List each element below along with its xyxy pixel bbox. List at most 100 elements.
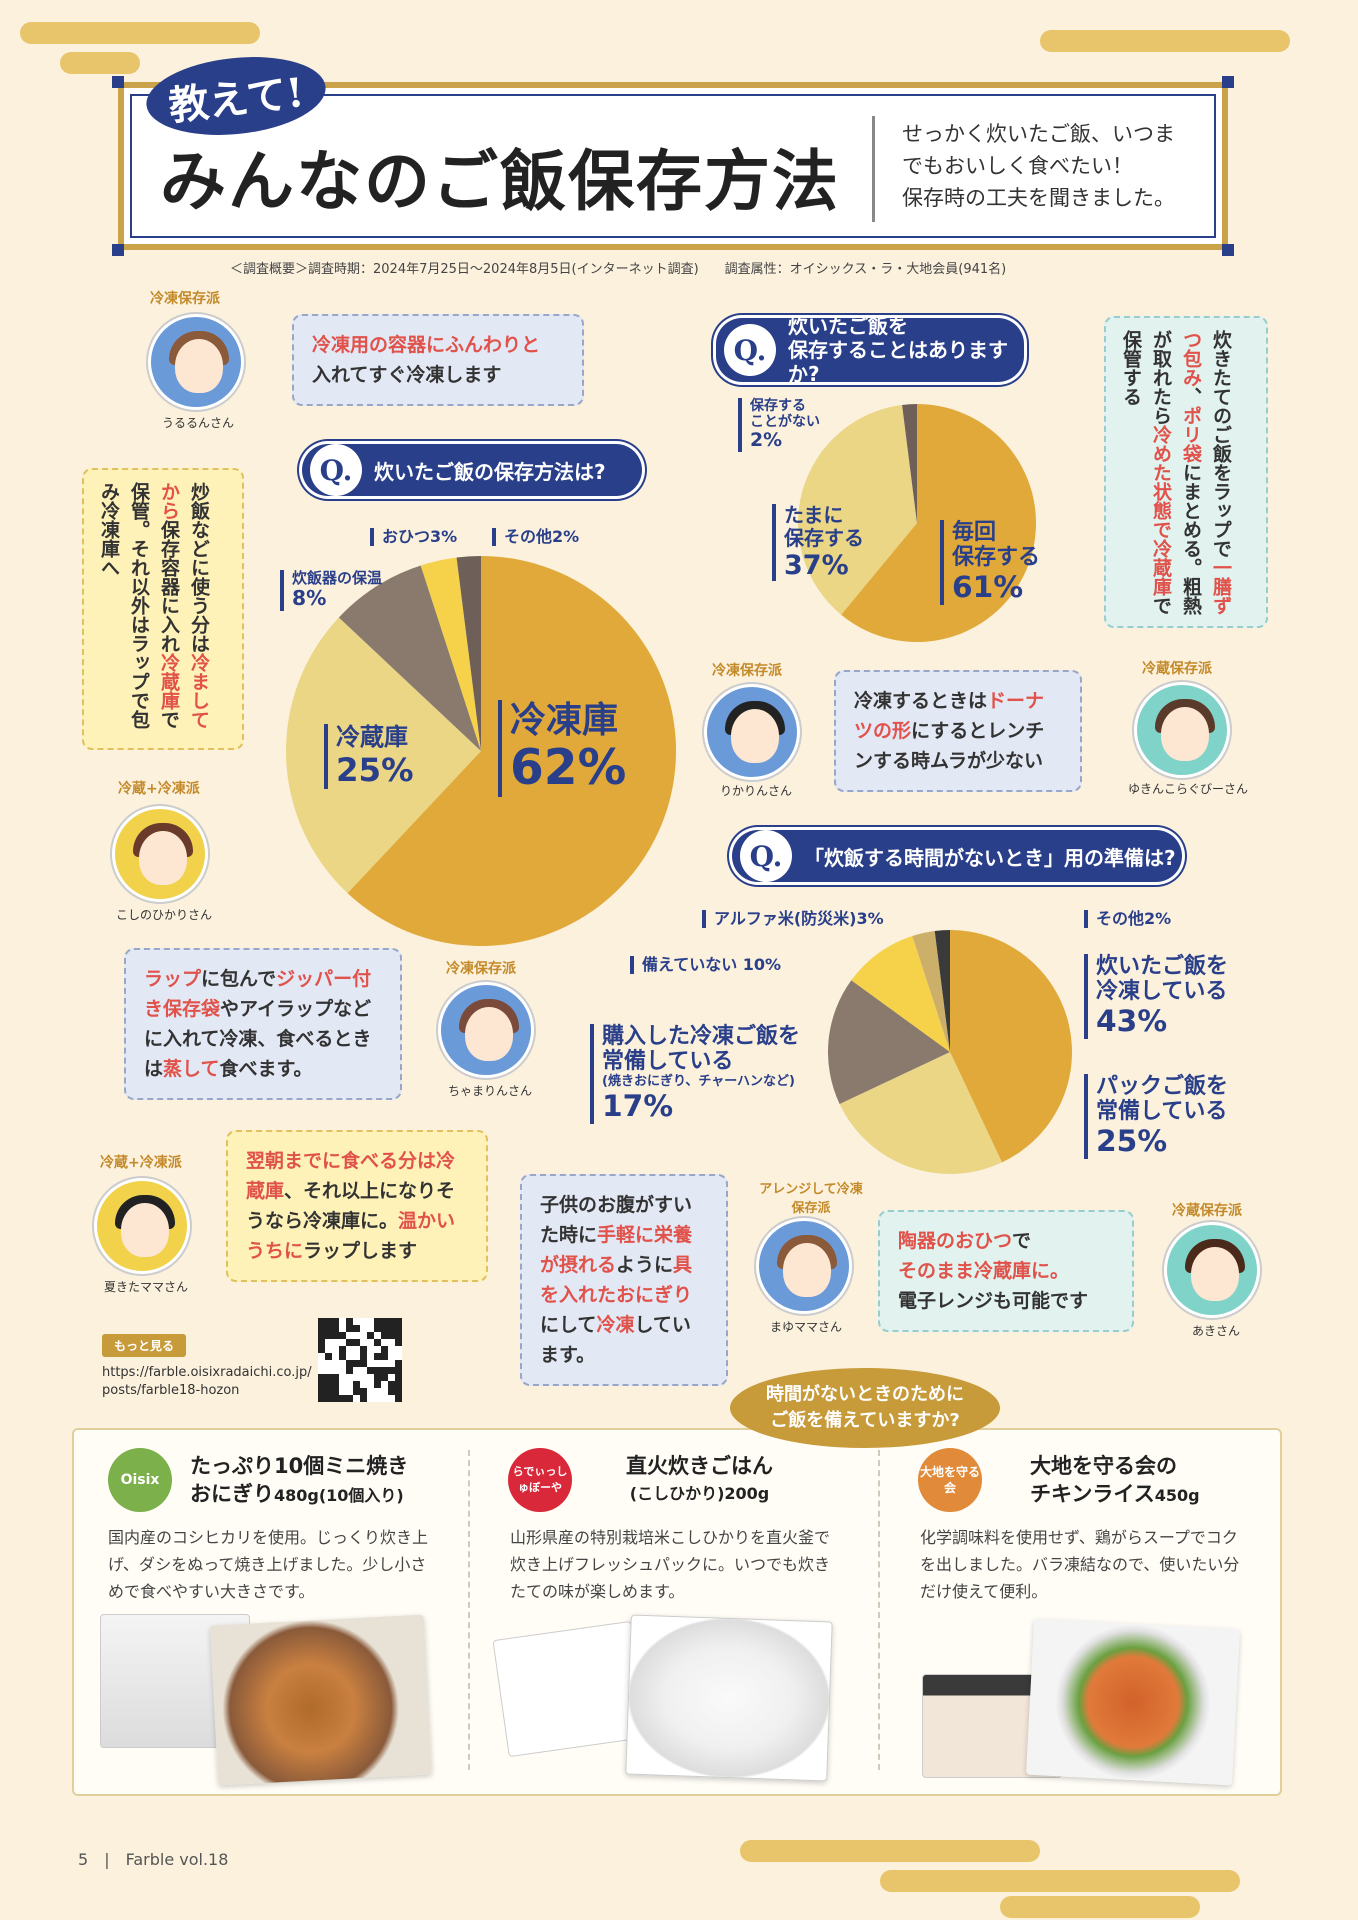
pie-label-alpha: アルファ米(防災米)3% <box>702 909 884 929</box>
avatar <box>438 982 534 1078</box>
pie-slice-freezer <box>347 556 676 946</box>
cloud-decoration <box>60 52 140 74</box>
comment-bubble: 陶器のおひつで そのまま冷蔵庫に。 電子レンジも可能です <box>878 1210 1134 1332</box>
pie-label-other: その他2% <box>1084 909 1171 929</box>
persona-tag: 冷蔵保存派 <box>1142 661 1212 677</box>
commenter-name: 夏きたママさん <box>104 1280 189 1294</box>
avatar <box>704 684 800 780</box>
product-photo <box>209 1614 433 1786</box>
product-photo <box>625 1614 833 1782</box>
comment-bubble: 冷凍するときはドーナツの形にするとレンチンする時ムラが少ない <box>834 670 1082 792</box>
persona-tag: 冷蔵+冷凍派 <box>100 1155 182 1171</box>
product-callout: 時間がないときのために ご飯を備えていますか? <box>730 1368 1000 1448</box>
pie-slice-warm <box>338 565 481 751</box>
commenter-name: こしのひかりさん <box>116 908 213 922</box>
question-header: Q. 炊いたご飯の保存方法は? <box>302 444 642 496</box>
corner-ornament <box>112 76 124 88</box>
more-link[interactable]: https://farble.oisixradaichi.co.jp/posts… <box>102 1365 312 1398</box>
column-divider <box>468 1450 470 1770</box>
persona-tag: 冷凍保存派 <box>150 291 220 307</box>
pie-label-fridge: 冷蔵庫 25% <box>324 723 414 789</box>
question-header: Q. 「炊飯する時間がないとき」用の準備は? <box>732 830 1182 882</box>
brand-logo: 大地を守る会 <box>918 1448 982 1512</box>
pie-label-sometimes: たまに 保存する 37% <box>772 504 864 582</box>
product-description: 山形県産の特別栽培米こしひかりを直火釜で炊き上げフレッシュパックに。いつでも炊き… <box>510 1528 831 1601</box>
persona-tag: アレンジして冷凍保存派 <box>759 1182 863 1216</box>
pie-slice-pack <box>839 1052 1002 1174</box>
pie-slice-fridge <box>286 617 481 894</box>
avatar <box>148 314 244 410</box>
product-package-image <box>492 1620 648 1758</box>
commenter-name: りかりんさん <box>720 784 793 798</box>
brand-logo: Oisix <box>108 1448 172 1512</box>
pie-slice-alpha <box>912 930 950 1052</box>
pie-label-frozen: 炊いたご飯を 冷凍している 43% <box>1084 954 1228 1039</box>
avatar <box>756 1218 852 1314</box>
corner-ornament <box>112 244 124 256</box>
pie-label-other: その他2% <box>492 527 579 547</box>
persona-tag: 冷凍保存派 <box>712 663 782 679</box>
cloud-decoration <box>740 1840 1040 1862</box>
page-footer: 5 | Farble vol.18 <box>78 1850 229 1869</box>
persona-tag: 冷凍保存派 <box>446 961 516 977</box>
cloud-decoration <box>20 22 260 44</box>
question-header: Q. 炊いたご飯を 保存することはありますか? <box>716 314 1024 386</box>
pie-slice-sometimes <box>798 404 917 615</box>
commenter-name: あきさん <box>1192 1324 1241 1338</box>
pie-slice-frozen <box>950 930 1072 1163</box>
corner-ornament <box>1222 76 1234 88</box>
pie-slice-bought <box>828 980 950 1104</box>
brand-logo: らでぃっしゅぼーや <box>508 1448 572 1512</box>
pie-label-bought: 購入した冷凍ご飯を 常備している (焼きおにぎり、チャーハンなど) 17% <box>590 1024 800 1124</box>
persona-tag: 冷蔵+冷凍派 <box>118 781 200 797</box>
comment-bubble: 翌朝までに食べる分は冷蔵庫、それ以上になりそうなら冷凍庫に。温かいうちにラップし… <box>226 1130 488 1282</box>
pie-label-pack: パックご飯を 常備している 25% <box>1084 1074 1228 1159</box>
pie-label-ohitsu: おひつ3% <box>370 527 457 547</box>
comment-bubble: 子供のお腹がすいた時に手軽に栄養が摂れるように具を入れたおにぎりにして冷凍してい… <box>520 1174 728 1386</box>
pie-slice-other <box>934 930 950 1052</box>
cloud-decoration <box>1040 30 1290 52</box>
cloud-decoration <box>880 1870 1240 1892</box>
storage-frequency-pie-chart <box>798 404 1036 642</box>
avatar <box>1134 682 1230 778</box>
page-title: みんなのご飯保存方法 <box>160 142 840 220</box>
avatar <box>1164 1222 1260 1318</box>
pie-label-always: 毎回 保存する 61% <box>940 520 1040 605</box>
cloud-decoration <box>1000 1896 1200 1918</box>
comment-bubble: 冷凍用の容器にふんわりと 入れてすぐ冷凍します <box>292 314 584 406</box>
survey-note: ＜調査概要＞調査時期：2024年7月25日〜2024年8月5日(インターネット調… <box>230 262 1007 277</box>
avatar <box>94 1178 190 1274</box>
commenter-name: ちゃまりんさん <box>448 1084 533 1098</box>
corner-ornament <box>1222 244 1234 256</box>
pie-label-none: 備えていない 10% <box>630 955 781 975</box>
storage-method-pie-chart <box>286 556 676 946</box>
product-description: 国内産のコシヒカリを使用。じっくり炊き上げ、ダシをぬって焼き上げました。少し小さ… <box>108 1528 429 1601</box>
avatar <box>112 806 208 902</box>
preparation-pie-chart <box>828 930 1072 1174</box>
comment-bubble: ラップに包んでジッパー付き保存袋やアイラップなどに入れて冷凍、食べるときは蒸して… <box>124 948 402 1100</box>
product-title: たっぷり10個ミニ焼き おにぎり480g(10個入り) <box>190 1454 409 1506</box>
pie-slice-never <box>902 404 917 523</box>
qr-code[interactable] <box>318 1318 402 1402</box>
persona-tag: 冷蔵保存派 <box>1172 1203 1242 1219</box>
header-divider <box>872 116 875 222</box>
pie-slice-other <box>456 556 481 751</box>
column-divider <box>878 1450 880 1770</box>
product-photo <box>1026 1618 1240 1786</box>
product-title: 直火炊きごはん (こしひかり)200g <box>626 1454 773 1503</box>
more-label: もっと見る <box>102 1334 187 1357</box>
commenter-name: ゆきんこらぐびーさん <box>1128 782 1249 796</box>
commenter-name: まゆママさん <box>770 1320 843 1334</box>
product-description: 化学調味料を使用せず、鶏がらスープでコクを出しました。バラ凍結なので、使いたい分… <box>920 1528 1240 1601</box>
pie-slice-none <box>851 935 950 1052</box>
pie-slice-ohitsu <box>420 557 481 751</box>
pie-slice-always <box>841 404 1036 642</box>
commenter-name: うるるんさん <box>162 416 235 430</box>
pie-label-warm: 炊飯器の保温 8% <box>280 569 382 611</box>
product-title: 大地を守る会の チキンライス450g <box>1030 1454 1200 1506</box>
comment-bubble: 炒飯などに使う分は冷ましてから保存容器に入れ冷蔵庫で保管。それ以外はラップで包み… <box>82 468 244 750</box>
pie-label-never: 保存する ことがない 2% <box>738 398 820 452</box>
pie-label-freezer: 冷凍庫 62% <box>498 700 626 798</box>
header-subtitle: せっかく炊いたご飯、いつま でもおいしく食べたい！ 保存時の工夫を聞きました。 <box>902 122 1175 210</box>
comment-bubble: 炊きたてのご飯をラップで一膳ずつ包み、ポリ袋にまとめる。粗熱が取れたら冷めた状態… <box>1104 316 1268 628</box>
